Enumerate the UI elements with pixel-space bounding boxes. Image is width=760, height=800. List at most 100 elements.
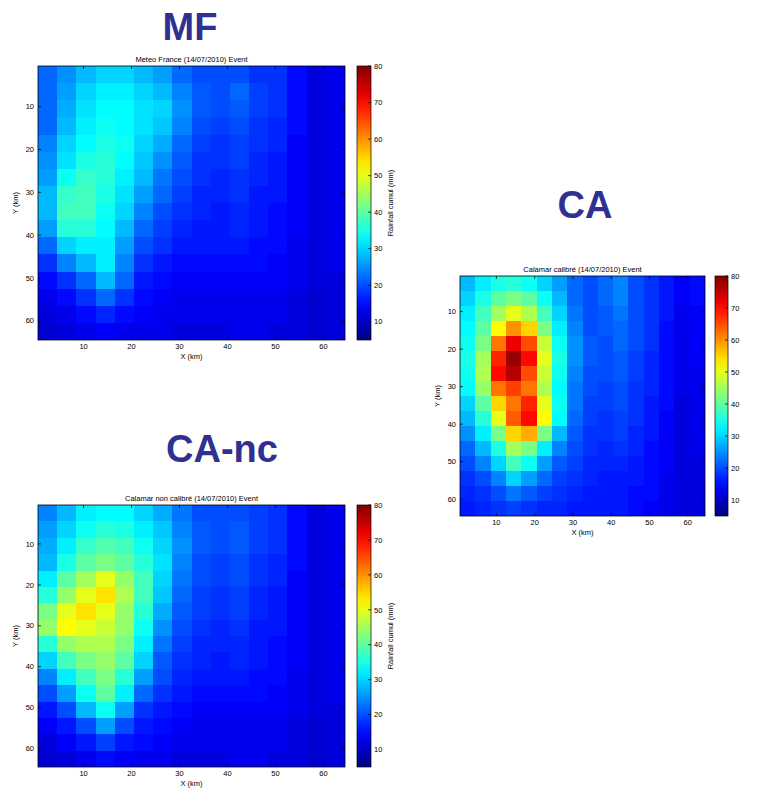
heat-cell — [268, 66, 288, 84]
heat-cell — [192, 289, 212, 307]
heat-cell — [475, 276, 491, 292]
heat-cell — [690, 501, 705, 516]
heat-cell — [153, 169, 173, 187]
x-tick — [275, 66, 276, 69]
y-tick — [38, 584, 41, 585]
heat-cell — [307, 554, 327, 571]
heat-cell — [115, 718, 135, 735]
heat-cell — [567, 366, 583, 382]
heat-cell — [76, 554, 96, 571]
x-tick-label: 40 — [223, 769, 231, 778]
heat-cell — [172, 751, 192, 767]
heat-cell — [326, 237, 345, 255]
heat-cell — [506, 321, 522, 337]
heat-cell — [115, 100, 135, 118]
x-tick — [649, 513, 650, 516]
heat-cell — [307, 587, 327, 604]
heat-cell — [491, 426, 507, 442]
heat-cell — [268, 203, 288, 221]
heat-cell — [211, 220, 231, 238]
colorbar-tick-label: 50 — [731, 368, 739, 377]
heat-cell — [552, 336, 568, 352]
heat-cell — [230, 83, 250, 101]
colorbar-title: Rainfall cumul (mm) — [386, 169, 395, 236]
heat-cell — [172, 186, 192, 204]
y-tick — [38, 748, 41, 749]
heat-cell — [552, 456, 568, 472]
heat-cell — [134, 254, 154, 272]
colorbar-tick — [725, 372, 728, 373]
heat-cell — [644, 501, 660, 516]
heat-cell — [96, 571, 116, 588]
heat-cell — [76, 135, 96, 153]
heat-cell — [38, 685, 58, 702]
heat-cell — [674, 291, 690, 307]
heat-cell — [230, 323, 250, 340]
heat-cell — [230, 521, 250, 538]
heat-cell — [475, 381, 491, 397]
heat-cell — [326, 254, 345, 272]
colorbar-tick — [368, 175, 371, 176]
panel: CACalamar calibré (14/07/2010) Event1020… — [433, 184, 739, 537]
heat-cell — [268, 718, 288, 735]
heat-cell — [38, 603, 58, 620]
heat-cell — [506, 396, 522, 412]
heat-cell — [57, 685, 77, 702]
heat-cell — [326, 652, 345, 669]
heat-cell — [326, 554, 345, 571]
heat-cell — [172, 254, 192, 272]
heat-cell — [192, 237, 212, 255]
heat-cell — [76, 685, 96, 702]
heat-cell — [506, 411, 522, 427]
heat-cell — [153, 254, 173, 272]
heat-cell — [628, 291, 644, 307]
heat-cell — [172, 135, 192, 153]
heat-cell — [521, 501, 537, 516]
heat-cell — [249, 587, 269, 604]
heat-cell — [491, 276, 507, 292]
x-tick — [83, 764, 84, 767]
heat-cell — [96, 751, 116, 767]
heat-cell — [57, 521, 77, 538]
x-tick-label: 50 — [645, 518, 653, 527]
heat-cell — [172, 521, 192, 538]
heat-cell — [153, 603, 173, 620]
heat-cell — [115, 571, 135, 588]
x-tick — [131, 764, 132, 767]
heat-cell — [628, 366, 644, 382]
x-tick — [83, 337, 84, 340]
heat-cell — [57, 652, 77, 669]
colorbar-tick-label: 30 — [374, 244, 382, 253]
x-tick — [687, 513, 688, 516]
heat-cell — [613, 306, 629, 322]
heat-cell — [249, 734, 269, 751]
heat-cell — [115, 669, 135, 686]
heat-cell — [153, 272, 173, 290]
colorbar-tick-label: 30 — [374, 675, 382, 684]
heat-cell — [153, 751, 173, 767]
colorbar-tick — [725, 276, 728, 277]
heat-cell — [583, 291, 599, 307]
heat-cell — [172, 289, 192, 307]
heat-cell — [153, 135, 173, 153]
heat-cell — [134, 152, 154, 170]
heat-cell — [57, 186, 77, 204]
heat-cell — [287, 66, 307, 84]
heat-cell — [460, 321, 476, 337]
heat-cell — [115, 203, 135, 221]
heat-cell — [211, 186, 231, 204]
heat-cell — [230, 538, 250, 555]
heat-cell — [326, 620, 345, 637]
heat-cell — [460, 456, 476, 472]
heat-cell — [644, 486, 660, 502]
heat-cell — [96, 538, 116, 555]
heat-cell — [326, 83, 345, 101]
heat-cell — [57, 620, 77, 637]
heat-cell — [172, 620, 192, 637]
heat-cell — [153, 186, 173, 204]
heat-cell — [211, 669, 231, 686]
colorbar-tick-label: 70 — [731, 304, 739, 313]
heat-cell — [134, 169, 154, 187]
y-tick — [342, 748, 345, 749]
heat-cell — [521, 411, 537, 427]
